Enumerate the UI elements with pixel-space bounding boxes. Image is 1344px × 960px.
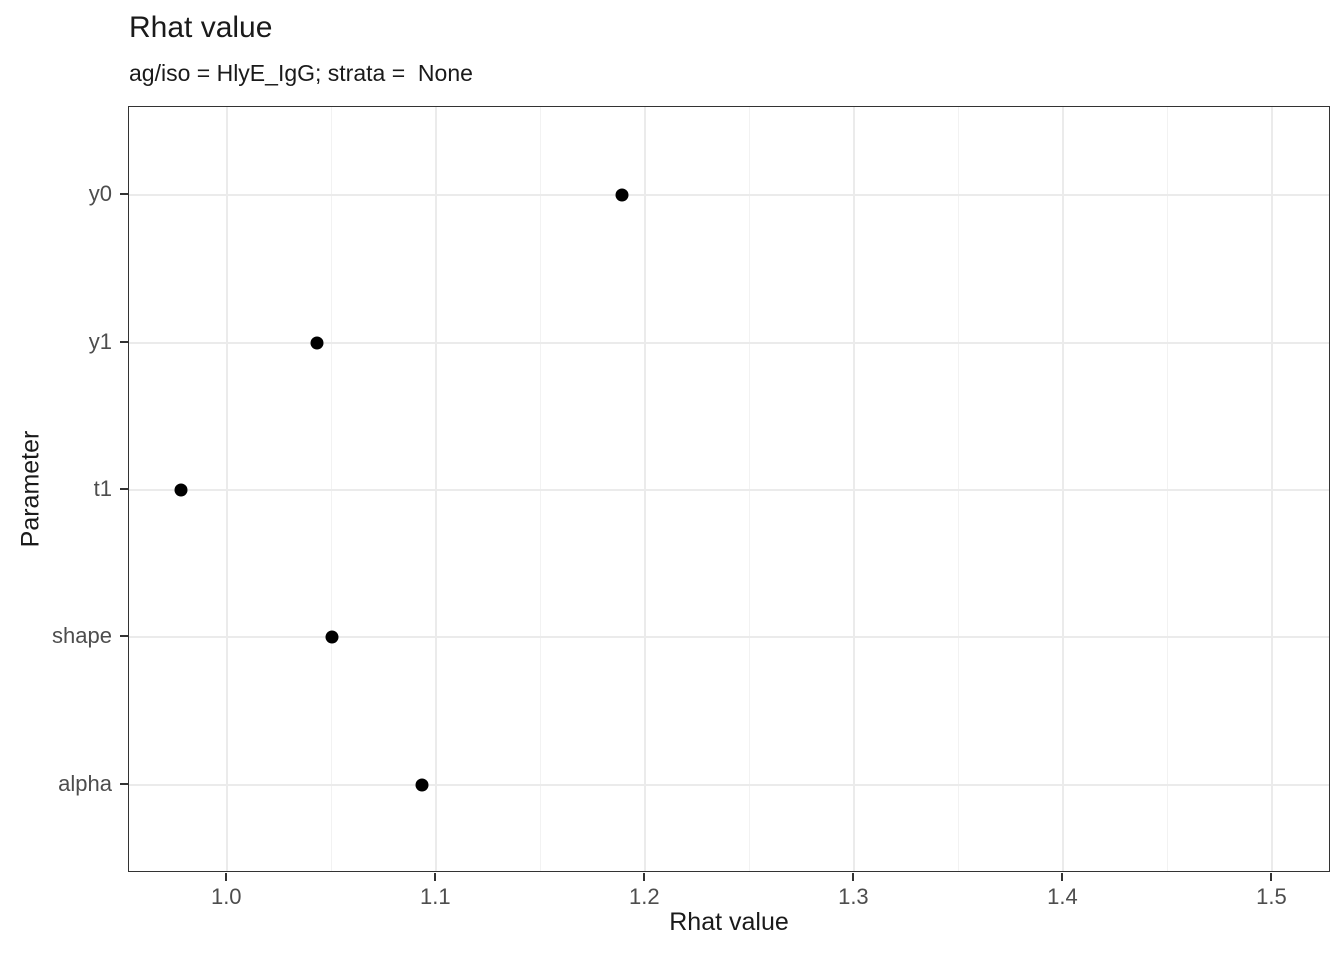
major-gridline-y: [129, 636, 1329, 639]
major-gridline-y: [129, 489, 1329, 491]
x-tick-mark: [1270, 872, 1273, 881]
x-tick-label: 1.5: [1256, 884, 1287, 909]
data-point-shape: [325, 630, 339, 644]
x-tick-mark: [643, 872, 646, 881]
x-tick-label: 1.1: [419, 884, 451, 909]
plot-subtitle: ag/iso = HlyE_IgG; strata = None: [129, 60, 473, 86]
y-tick-mark: [119, 488, 128, 490]
y-tick-mark: [119, 340, 128, 343]
y-tick-label: alpha: [58, 770, 112, 796]
data-point-y1: [310, 336, 324, 350]
y-tick-label: t1: [93, 476, 112, 501]
major-gridline-y: [129, 194, 1329, 197]
x-tick-label: 1.0: [210, 884, 242, 909]
x-tick-label: 1.2: [629, 884, 660, 909]
major-gridline-y: [129, 783, 1329, 786]
plot-title: Rhat value: [129, 11, 273, 44]
data-point-alpha: [415, 778, 429, 792]
data-point-t1: [174, 483, 188, 497]
y-tick-mark: [119, 782, 128, 785]
x-tick-label: 1.4: [1047, 884, 1078, 909]
x-tick-mark: [434, 872, 437, 881]
data-point-y0: [615, 188, 629, 202]
x-tick-mark: [1061, 872, 1064, 881]
y-tick-label: shape: [52, 623, 112, 649]
major-gridline-y: [129, 341, 1329, 344]
y-tick-label: y1: [88, 328, 112, 354]
x-tick-label: 1.3: [838, 884, 869, 909]
x-tick-mark: [852, 872, 855, 881]
y-tick-mark: [119, 193, 128, 196]
y-axis-title: Parameter: [16, 430, 45, 548]
y-tick-mark: [119, 635, 128, 638]
x-axis-title: Rhat value: [669, 908, 789, 936]
x-tick-mark: [225, 872, 228, 881]
plot-panel: [128, 106, 1330, 872]
y-tick-label: y0: [88, 181, 112, 207]
